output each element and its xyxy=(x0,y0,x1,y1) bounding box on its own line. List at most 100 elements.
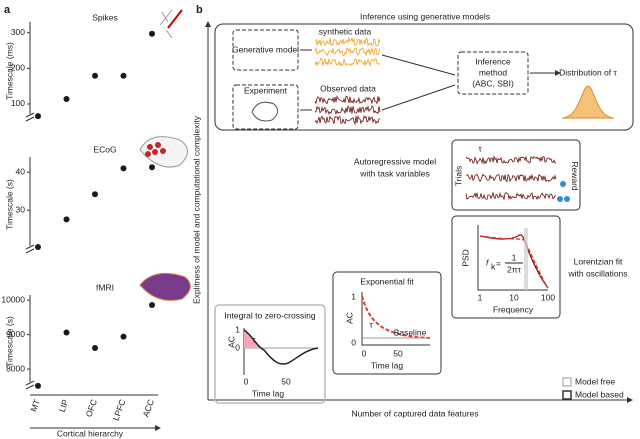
axis-label: Frequency xyxy=(493,304,534,314)
axis-label: PSD xyxy=(460,249,470,266)
tau: τ xyxy=(369,319,373,329)
legend-swatch xyxy=(562,377,572,387)
panel-b: Explitness of model and computational co… xyxy=(191,11,634,418)
y-tick-label: 10000 xyxy=(1,294,25,304)
point xyxy=(63,95,70,102)
wave xyxy=(465,173,557,183)
point xyxy=(92,345,98,352)
electrode-icon xyxy=(167,9,183,29)
point xyxy=(120,165,127,172)
y-tick-label: 8000 xyxy=(6,363,25,373)
chart-title: ECoG xyxy=(93,144,116,154)
axis-break xyxy=(25,112,35,122)
y-tick-label: 200 xyxy=(11,63,25,73)
label: with task variables xyxy=(359,168,429,178)
lorentzian-box xyxy=(451,215,561,319)
label: Distribution of τ xyxy=(559,67,617,77)
label: Autoregressive model xyxy=(354,156,436,166)
box-title: Exponential fit xyxy=(360,276,414,286)
x-tick-label: ACC xyxy=(140,398,156,418)
point xyxy=(92,191,98,198)
legend-label: Model free xyxy=(575,376,615,386)
point xyxy=(35,382,41,389)
psd-data xyxy=(479,234,549,289)
tau: τ xyxy=(478,143,482,153)
brain-icon xyxy=(251,101,278,122)
wave xyxy=(465,191,557,201)
x-tick-label: MT xyxy=(28,398,42,413)
axis-label: AC xyxy=(226,336,236,348)
formula: 1 xyxy=(512,252,517,262)
ar-box xyxy=(451,139,581,211)
wave xyxy=(465,155,557,166)
label: method xyxy=(479,67,508,77)
wave xyxy=(314,114,381,126)
label: Generative model xyxy=(232,44,299,54)
label: Baseline xyxy=(394,327,427,337)
x-tick-label: OFC xyxy=(83,398,99,418)
tick-label: 0 xyxy=(235,342,240,352)
inference-box xyxy=(214,23,634,131)
integral-box xyxy=(214,304,326,404)
box-title: Integral to zero-crossing xyxy=(224,310,315,320)
y-tick-label: 300 xyxy=(11,27,25,37)
exponential-box xyxy=(332,271,442,375)
experiment-box xyxy=(232,84,299,130)
distribution-curve xyxy=(561,85,615,119)
wave xyxy=(314,94,381,105)
y-tick-label: 30 xyxy=(16,204,26,214)
chart-title: fMRI xyxy=(96,282,114,292)
tick-label: 10 xyxy=(509,292,519,302)
axis-label: Time lag xyxy=(252,388,285,398)
point xyxy=(35,113,41,120)
label: Reward xyxy=(570,161,580,191)
y-axis-label: Timescale (s) xyxy=(4,316,14,367)
formula: f xyxy=(486,257,490,267)
point xyxy=(35,244,41,251)
y-tick-label: 9000 xyxy=(6,329,25,339)
label: with oscillations xyxy=(567,268,627,278)
exp-axes xyxy=(361,292,430,346)
wave xyxy=(314,104,381,116)
time-series xyxy=(314,36,557,201)
point xyxy=(92,72,98,79)
y-axis-label: Timescale (ms) xyxy=(4,42,14,100)
x-tick-label: LIP xyxy=(57,398,71,414)
ecog-dots xyxy=(145,142,166,157)
inference-method-box xyxy=(457,51,529,95)
fmri-brain-icon xyxy=(139,272,191,301)
reward-drops xyxy=(557,181,570,202)
y-axis-label: Explitness of model and computational co… xyxy=(191,115,201,304)
wave xyxy=(314,46,381,57)
label: Inference xyxy=(475,56,511,66)
box-title: Inference using generative models xyxy=(360,11,490,21)
arrows xyxy=(300,49,560,111)
x-axis-label: Cortical hierarchy xyxy=(57,428,124,438)
axis-label: AC xyxy=(344,312,354,324)
y-axis-label: Timescale (s) xyxy=(4,179,14,230)
wave xyxy=(314,57,381,68)
formula: = xyxy=(496,258,501,268)
label: Observed data xyxy=(320,83,376,93)
formula: k xyxy=(491,261,496,271)
formula: 2πτ xyxy=(507,264,522,274)
exp-fit xyxy=(361,295,431,339)
point xyxy=(149,164,155,171)
legend-label: Model based xyxy=(575,389,624,399)
panel-label: b xyxy=(196,4,203,16)
tick-label: 0 xyxy=(244,376,249,386)
point xyxy=(149,30,155,37)
label: (ABC, SBI) xyxy=(472,78,514,88)
y-tick-label: 40 xyxy=(16,166,26,176)
tick-label: 1 xyxy=(351,291,356,301)
legend-swatch xyxy=(562,390,572,400)
ac-curve xyxy=(243,329,319,365)
axis-label: Time lag xyxy=(371,360,404,370)
label: synthetic data xyxy=(319,26,372,36)
label: Trials xyxy=(453,166,463,186)
tau: τ xyxy=(252,334,256,344)
wave xyxy=(314,36,381,48)
x-axis-label: Number of captured data features xyxy=(351,408,478,418)
